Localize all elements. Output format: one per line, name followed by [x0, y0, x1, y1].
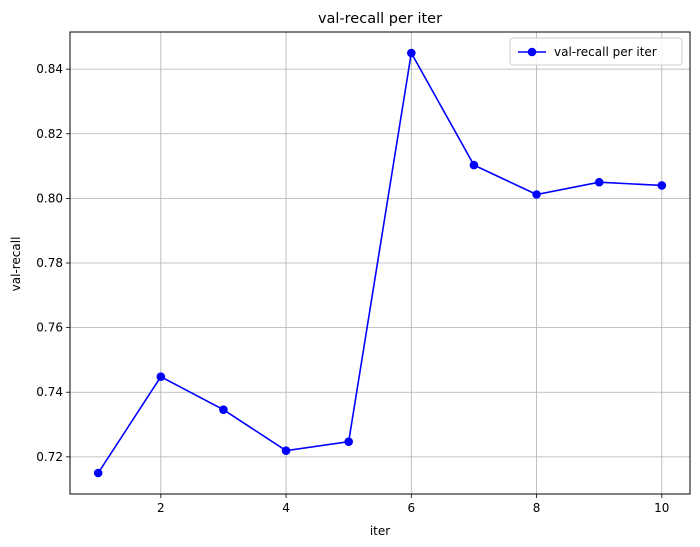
y-tick-label: 0.72	[36, 450, 63, 464]
data-point	[344, 437, 353, 446]
legend-marker	[527, 47, 537, 57]
y-tick-label: 0.74	[36, 385, 63, 399]
data-point	[532, 190, 541, 199]
data-point	[93, 468, 103, 478]
series-line	[97, 50, 662, 474]
x-axis-title: iter	[370, 524, 390, 538]
y-tick-label: 0.76	[36, 321, 63, 335]
data-point	[156, 372, 166, 382]
data-point	[407, 48, 416, 58]
y-tick-label: 0.78	[36, 256, 63, 270]
x-tick-label: 10	[654, 501, 669, 515]
x-tick-label: 8	[533, 501, 541, 515]
data-point	[657, 181, 667, 190]
plot-area: 2 4 6 8 10 0.72 0.74 0.76 0.78 0.80 0.82 0.84 val-re…	[36, 31, 691, 515]
data-point	[219, 405, 228, 414]
legend-box	[509, 37, 683, 66]
y-tick-label: 0.80	[36, 191, 63, 205]
data-point	[281, 446, 291, 456]
data-point	[469, 160, 479, 170]
y-tick-label: 0.82	[36, 127, 63, 141]
y-tick-label: 0.84	[36, 62, 63, 76]
chart-title: val-recall per iter	[318, 11, 442, 27]
x-tick-label: 6	[407, 501, 415, 515]
x-tick-label: 2	[157, 501, 165, 515]
legend-label: val-recall per iter	[554, 45, 657, 59]
x-tick-label: 4	[282, 501, 290, 515]
data-point	[594, 177, 604, 187]
y-axis-title: val-recall	[9, 237, 23, 292]
axes-frame	[69, 31, 691, 495]
